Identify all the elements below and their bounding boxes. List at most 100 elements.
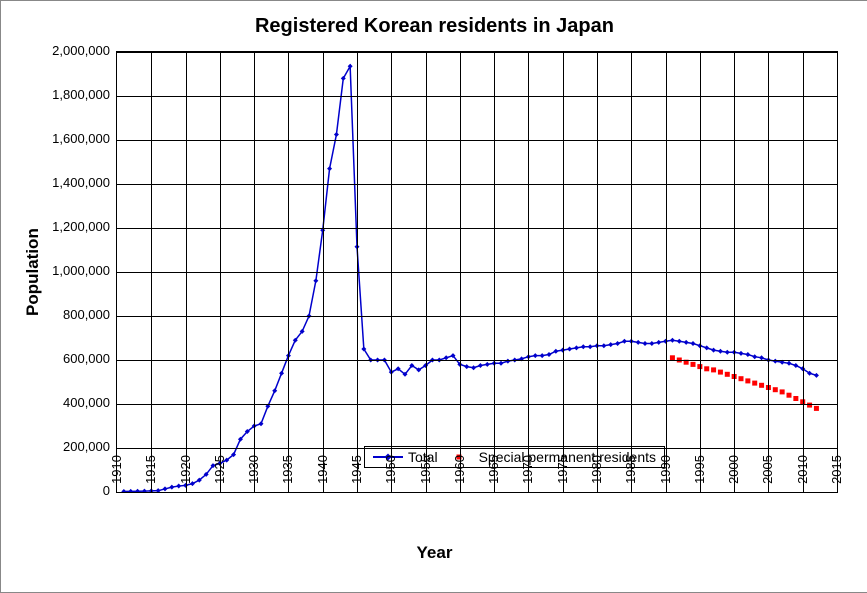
xtick-label: 1980	[589, 455, 604, 495]
marker	[643, 341, 648, 346]
grid-h	[117, 448, 837, 449]
grid-v	[563, 52, 564, 492]
marker	[711, 348, 716, 353]
ytick-label: 1,800,000	[52, 87, 110, 102]
marker	[334, 132, 339, 137]
marker	[649, 341, 654, 346]
plot-area: TotalSpecial permanent residents	[116, 51, 838, 493]
marker	[622, 339, 627, 344]
marker	[787, 393, 792, 398]
grid-v	[426, 52, 427, 492]
marker	[793, 396, 798, 401]
grid-v	[528, 52, 529, 492]
marker	[163, 486, 168, 491]
grid-v	[494, 52, 495, 492]
grid-v	[151, 52, 152, 492]
xtick-label: 1965	[486, 455, 501, 495]
grid-v	[597, 52, 598, 492]
marker	[814, 373, 819, 378]
grid-h	[117, 228, 837, 229]
marker	[327, 166, 332, 171]
marker	[567, 347, 572, 352]
chart-title: Registered Korean residents in Japan	[1, 15, 867, 38]
grid-v	[323, 52, 324, 492]
marker	[759, 383, 764, 388]
ytick-label: 1,000,000	[52, 263, 110, 278]
marker	[169, 485, 174, 490]
series-line-total	[124, 66, 817, 491]
xtick-label: 1990	[658, 455, 673, 495]
marker	[656, 340, 661, 345]
marker	[814, 406, 819, 411]
marker	[588, 344, 593, 349]
marker	[499, 361, 504, 366]
marker	[615, 341, 620, 346]
marker	[752, 381, 757, 386]
y-axis-label: Population	[23, 228, 43, 316]
marker	[787, 361, 792, 366]
marker	[574, 345, 579, 350]
grid-v	[357, 52, 358, 492]
marker	[711, 367, 716, 372]
grid-v	[631, 52, 632, 492]
xtick-label: 1970	[520, 455, 535, 495]
marker	[780, 389, 785, 394]
marker	[725, 372, 730, 377]
xtick-label: 1945	[349, 455, 364, 495]
marker	[464, 364, 469, 369]
ytick-label: 400,000	[63, 395, 110, 410]
marker	[725, 350, 730, 355]
xtick-label: 1915	[143, 455, 158, 495]
grid-v	[288, 52, 289, 492]
marker	[485, 362, 490, 367]
grid-h	[117, 140, 837, 141]
ytick-label: 1,400,000	[52, 175, 110, 190]
marker	[313, 278, 318, 283]
marker	[752, 354, 757, 359]
grid-h	[117, 360, 837, 361]
marker	[533, 353, 538, 358]
xtick-label: 1930	[246, 455, 261, 495]
xtick-label: 1975	[555, 455, 570, 495]
xtick-label: 2015	[829, 455, 844, 495]
xtick-label: 2000	[726, 455, 741, 495]
marker	[739, 351, 744, 356]
marker	[739, 376, 744, 381]
marker	[636, 340, 641, 345]
marker	[718, 370, 723, 375]
grid-v	[254, 52, 255, 492]
marker	[279, 371, 284, 376]
marker	[601, 343, 606, 348]
grid-h	[117, 96, 837, 97]
xtick-label: 1935	[280, 455, 295, 495]
marker	[540, 353, 545, 358]
marker	[547, 352, 552, 357]
marker	[704, 366, 709, 371]
xtick-label: 1920	[178, 455, 193, 495]
xtick-label: 1960	[452, 455, 467, 495]
ytick-label: 600,000	[63, 351, 110, 366]
grid-v	[768, 52, 769, 492]
legend-box: TotalSpecial permanent residents	[364, 446, 665, 468]
marker	[272, 388, 277, 393]
grid-h	[117, 52, 837, 53]
grid-h	[117, 316, 837, 317]
marker	[718, 349, 723, 354]
marker	[553, 349, 558, 354]
xtick-label: 1955	[418, 455, 433, 495]
marker	[745, 352, 750, 357]
ytick-label: 800,000	[63, 307, 110, 322]
marker	[684, 340, 689, 345]
x-axis-label: Year	[1, 543, 867, 563]
marker	[259, 421, 264, 426]
xtick-label: 2010	[795, 455, 810, 495]
marker	[128, 489, 133, 492]
chart-container: Registered Korean residents in Japan Pop…	[0, 0, 867, 593]
marker	[471, 365, 476, 370]
grid-h	[117, 184, 837, 185]
grid-v	[460, 52, 461, 492]
marker	[745, 378, 750, 383]
ytick-label: 200,000	[63, 439, 110, 454]
xtick-label: 2005	[760, 455, 775, 495]
marker	[608, 342, 613, 347]
